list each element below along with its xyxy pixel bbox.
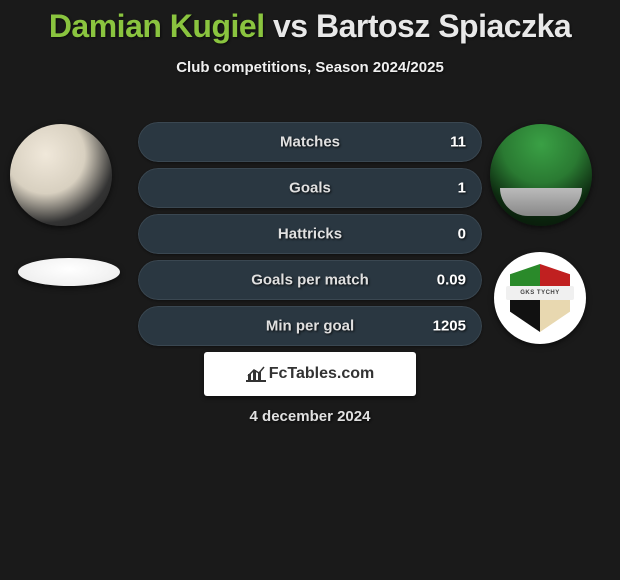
- right-player-club-logo: GKS TYCHY: [494, 252, 586, 344]
- right-player-photo: [490, 124, 592, 226]
- crest-banner: GKS TYCHY: [506, 286, 574, 300]
- subtitle: Club competitions, Season 2024/2025: [0, 59, 620, 76]
- attribution-text: FcTables.com: [269, 365, 375, 383]
- attribution-badge: FcTables.com: [204, 352, 416, 396]
- vs-text: vs: [273, 8, 308, 44]
- stat-row: Matches11: [138, 122, 482, 162]
- stat-row: Goals1: [138, 168, 482, 208]
- stat-value-right: 1: [458, 180, 466, 197]
- stat-value-right: 11: [450, 134, 466, 151]
- stat-value-right: 1205: [433, 318, 466, 335]
- stat-value-right: 0.09: [437, 272, 466, 289]
- stat-row: Min per goal1205: [138, 306, 482, 346]
- left-player-photo: [10, 124, 112, 226]
- stat-bar-bg: [138, 306, 482, 346]
- stat-bar-bg: [138, 122, 482, 162]
- stat-bar-bg: [138, 214, 482, 254]
- stat-row: Goals per match0.09: [138, 260, 482, 300]
- left-player-name: Damian Kugiel: [49, 8, 265, 44]
- chart-icon: [246, 366, 266, 382]
- stat-bar-bg: [138, 260, 482, 300]
- stats-container: Matches11 Goals1 Hattricks0 Goals per match…: [138, 122, 482, 352]
- left-player-club-logo: [18, 258, 120, 286]
- page-title: Damian Kugiel vs Bartosz Spiaczka: [0, 0, 620, 45]
- stat-bar-bg: [138, 168, 482, 208]
- stat-value-right: 0: [458, 226, 466, 243]
- stat-row: Hattricks0: [138, 214, 482, 254]
- right-player-name: Bartosz Spiaczka: [316, 8, 571, 44]
- datestamp: 4 december 2024: [0, 408, 620, 425]
- club-crest: GKS TYCHY: [510, 264, 570, 332]
